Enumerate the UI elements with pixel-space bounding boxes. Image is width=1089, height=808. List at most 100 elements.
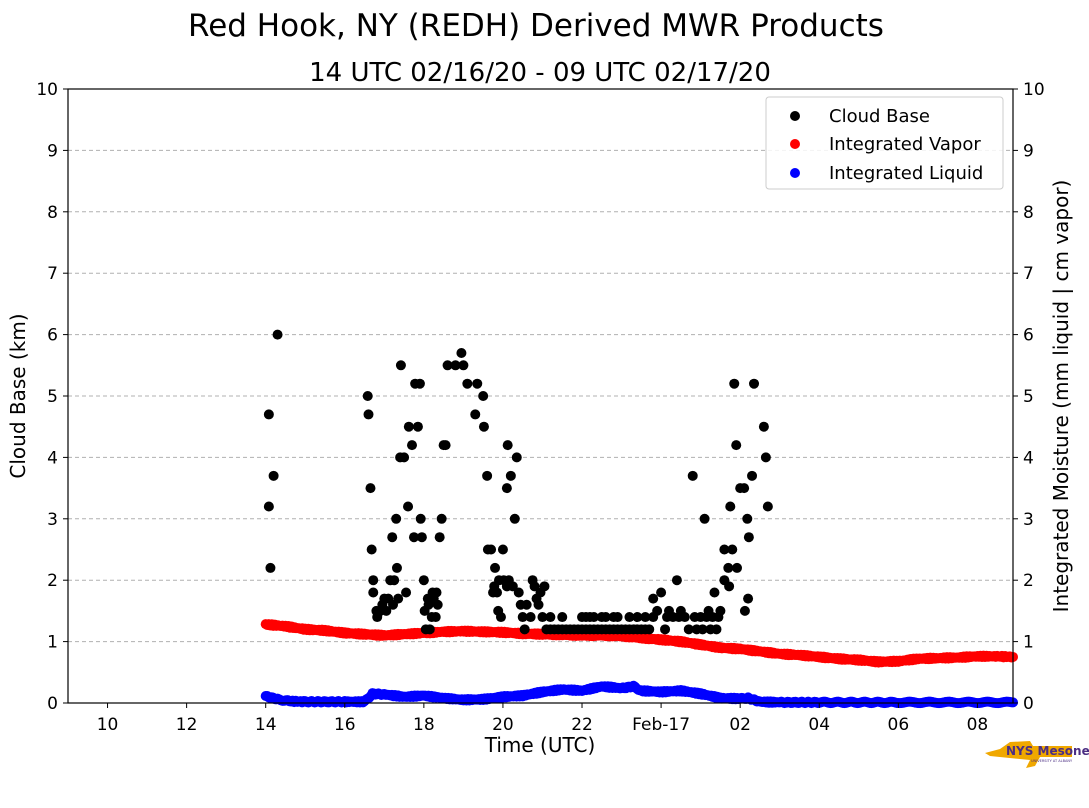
cloud-base-point — [648, 593, 659, 604]
cloud-base-point — [732, 562, 743, 573]
cloud-base-point — [472, 378, 483, 389]
cloud-base-point — [762, 501, 773, 512]
y-tick-label-right: 5 — [1023, 387, 1034, 407]
legend-marker-integrated-vapor — [790, 139, 800, 149]
cloud-base-point — [387, 532, 398, 543]
cloud-base-point — [557, 612, 568, 623]
x-tick-label: 04 — [808, 715, 830, 735]
cloud-base-point — [430, 612, 441, 623]
cloud-base-point — [525, 612, 536, 623]
cloud-base-point — [497, 544, 508, 555]
x-tick-label: 16 — [334, 715, 356, 735]
cloud-base-point — [539, 581, 550, 592]
cloud-base-point — [440, 440, 451, 451]
cloud-base-point — [368, 575, 379, 586]
cloud-base-point — [272, 329, 283, 340]
cloud-base-point — [533, 599, 544, 610]
cloud-base-point — [434, 532, 445, 543]
cloud-base-point — [495, 612, 506, 623]
cloud-base-point — [401, 587, 412, 598]
logo-subtext: UNIVERSITY AT ALBANY — [1031, 759, 1073, 763]
legend-label-integrated-liquid: Integrated Liquid — [829, 163, 983, 184]
y-axis-label-left: Cloud Base (km) — [6, 313, 30, 478]
cloud-base-point — [747, 470, 758, 481]
cloud-base-point — [758, 421, 769, 432]
x-tick-label: 18 — [413, 715, 435, 735]
y-tick-label-left: 0 — [47, 694, 58, 714]
cloud-base-point — [395, 360, 406, 371]
cloud-base-point — [612, 612, 623, 623]
cloud-base-point — [588, 612, 599, 623]
cloud-base-point — [403, 501, 414, 512]
cloud-base-point — [519, 624, 530, 635]
cloud-base-point — [739, 483, 750, 494]
cloud-base-point — [391, 562, 402, 573]
legend-marker-cloud-base — [790, 111, 800, 121]
cloud-base-point — [652, 605, 663, 616]
cloud-base-point — [399, 452, 410, 463]
cloud-base-point — [414, 378, 425, 389]
cloud-base-point — [412, 421, 423, 432]
legend: Cloud Base Integrated Vapor Integrated L… — [765, 96, 1004, 190]
cloud-base-point — [699, 513, 710, 524]
y-tick-label-left: 2 — [47, 571, 58, 591]
cloud-base-point — [624, 612, 635, 623]
cloud-base-point — [263, 409, 274, 420]
legend-label-cloud-base: Cloud Base — [829, 106, 930, 127]
cloud-base-point — [366, 544, 377, 555]
cloud-base-point — [760, 452, 771, 463]
y-tick-label-right: 0 — [1023, 694, 1034, 714]
cloud-base-point — [502, 440, 513, 451]
y-tick-label-left: 10 — [36, 80, 58, 100]
cloud-base-point — [389, 575, 400, 586]
cloud-base-point — [368, 587, 379, 598]
cloud-base-point — [478, 391, 489, 401]
cloud-base-point — [478, 421, 489, 432]
x-tick-label: 14 — [255, 715, 277, 735]
cloud-base-point — [727, 544, 738, 555]
y-tick-label-left: 3 — [47, 510, 58, 530]
y-tick-label-right: 8 — [1023, 203, 1034, 223]
x-tick-label: 06 — [888, 715, 910, 735]
x-tick-label: 20 — [492, 715, 514, 735]
cloud-base-point — [406, 440, 417, 451]
cloud-base-point — [505, 470, 516, 481]
cloud-base-point — [501, 483, 512, 494]
x-tick-label: Feb-17 — [632, 715, 690, 735]
cloud-base-point — [450, 360, 461, 371]
cloud-base-point — [268, 470, 279, 481]
cloud-base-point — [683, 624, 694, 635]
y-tick-label-right: 4 — [1023, 448, 1034, 468]
y-tick-label-left: 6 — [47, 326, 58, 346]
cloud-base-point — [600, 612, 611, 623]
cloud-base-point — [513, 587, 524, 598]
y-tick-label-right: 2 — [1023, 571, 1034, 591]
cloud-base-point — [517, 612, 528, 623]
logo-text: NYS Mesonet — [1006, 744, 1089, 758]
cloud-base-point — [715, 605, 726, 616]
x-tick-label: 08 — [967, 715, 989, 735]
cloud-base-point — [545, 612, 556, 623]
cloud-base-point — [711, 624, 722, 635]
x-tick-label: 10 — [97, 715, 119, 735]
legend-box — [765, 96, 1004, 190]
cloud-base-point — [490, 562, 501, 573]
cloud-base-point — [507, 581, 518, 592]
cloud-base-point — [656, 587, 667, 598]
y-tick-label-right: 1 — [1023, 633, 1034, 653]
cloud-base-point — [671, 575, 682, 586]
cloud-base-point — [492, 587, 503, 598]
legend-marker-integrated-liquid — [790, 168, 800, 178]
y-tick-label-left: 9 — [47, 141, 58, 161]
cloud-base-point — [470, 409, 481, 420]
cloud-base-point — [393, 593, 404, 604]
cloud-base-point — [725, 501, 736, 512]
cloud-base-point — [660, 624, 671, 635]
cloud-base-point — [742, 513, 753, 524]
y-tick-label-right: 6 — [1023, 326, 1034, 346]
y-tick-label-right: 10 — [1023, 80, 1045, 100]
cloud-base-point — [743, 532, 754, 543]
cloud-base-point — [719, 544, 730, 555]
